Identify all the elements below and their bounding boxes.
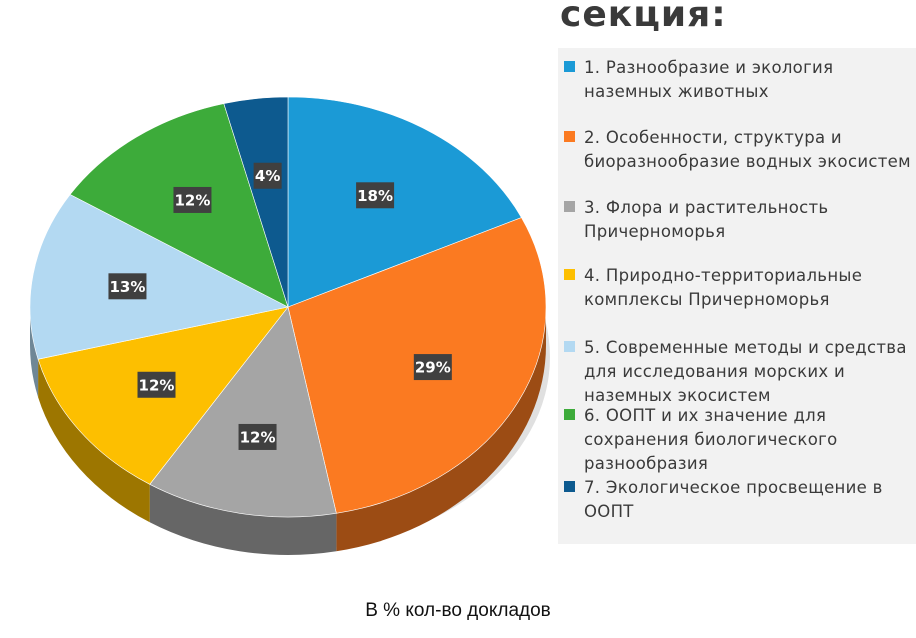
pie-label-box-4 xyxy=(137,371,176,398)
chart-title: секция: xyxy=(560,0,727,35)
pie-slice-7 xyxy=(223,96,289,308)
pie-side-4 xyxy=(38,359,150,523)
chart-caption: В % кол-во докладов xyxy=(365,600,551,621)
legend-swatch-5 xyxy=(564,341,575,352)
pie-label-box-7 xyxy=(253,162,282,189)
pie-label-group: 18% 29% 12% 12% 13% 12% 4% xyxy=(108,162,452,450)
legend-label-2: 2. Особенности, структура и биоразнообра… xyxy=(584,128,911,171)
pie-label-3: 12% xyxy=(240,428,276,446)
legend-label-1: 1. Разнообразие и экология наземных живо… xyxy=(584,58,834,101)
pie-slice-1 xyxy=(287,96,522,308)
legend-label-6: 6. ООПТ и их значение для сохранения био… xyxy=(584,406,838,473)
legend-swatch-2 xyxy=(564,131,575,142)
legend-label-4: 4. Природно-территориальные комплексы Пр… xyxy=(584,266,863,309)
pie-label-2: 29% xyxy=(415,359,451,377)
legend-swatch-7 xyxy=(564,481,575,492)
pie-label-box-1 xyxy=(356,182,395,209)
pie-label-box-5 xyxy=(108,273,147,300)
pie-label-6: 12% xyxy=(175,191,211,209)
pie-label-5: 13% xyxy=(110,278,146,296)
pie-label-box-6 xyxy=(173,186,212,213)
pie-label-box-2 xyxy=(413,354,452,381)
legend-swatch-6 xyxy=(564,409,575,420)
pie-label-box-3 xyxy=(238,423,277,450)
pie-side-3 xyxy=(149,484,337,556)
legend-swatch-4 xyxy=(564,269,575,280)
pie-label-1: 18% xyxy=(357,187,393,205)
pie-slice-5 xyxy=(29,194,289,360)
pie-label-7: 4% xyxy=(255,167,280,185)
legend-swatch-3 xyxy=(564,201,575,212)
legend-label-3: 3. Флора и растительность Причерноморья xyxy=(584,198,829,241)
pie-side-2 xyxy=(336,307,546,552)
pie-top-group xyxy=(29,96,547,518)
pie-slice-3 xyxy=(149,306,337,518)
legend-label-7: 7. Экологическое просвещение в ООПТ xyxy=(584,478,883,521)
legend-label-5: 5. Современные методы и средства для исс… xyxy=(584,338,907,405)
legend-swatch-1 xyxy=(564,61,575,72)
legend: 1. Разнообразие и экология наземных живо… xyxy=(558,48,916,544)
pie-label-4: 12% xyxy=(139,376,175,394)
pie-side-group xyxy=(30,307,546,556)
pie-side-5 xyxy=(30,307,39,398)
